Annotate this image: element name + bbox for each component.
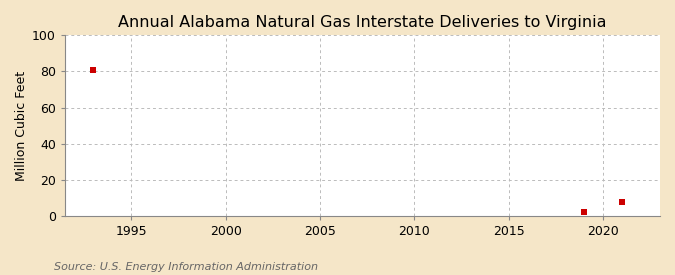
Point [617, 199, 628, 204]
Y-axis label: Million Cubic Feet: Million Cubic Feet [15, 71, 28, 181]
Point [579, 210, 590, 214]
Text: Source: U.S. Energy Information Administration: Source: U.S. Energy Information Administ… [54, 262, 318, 272]
Title: Annual Alabama Natural Gas Interstate Deliveries to Virginia: Annual Alabama Natural Gas Interstate De… [118, 15, 607, 30]
Point [88, 67, 99, 72]
